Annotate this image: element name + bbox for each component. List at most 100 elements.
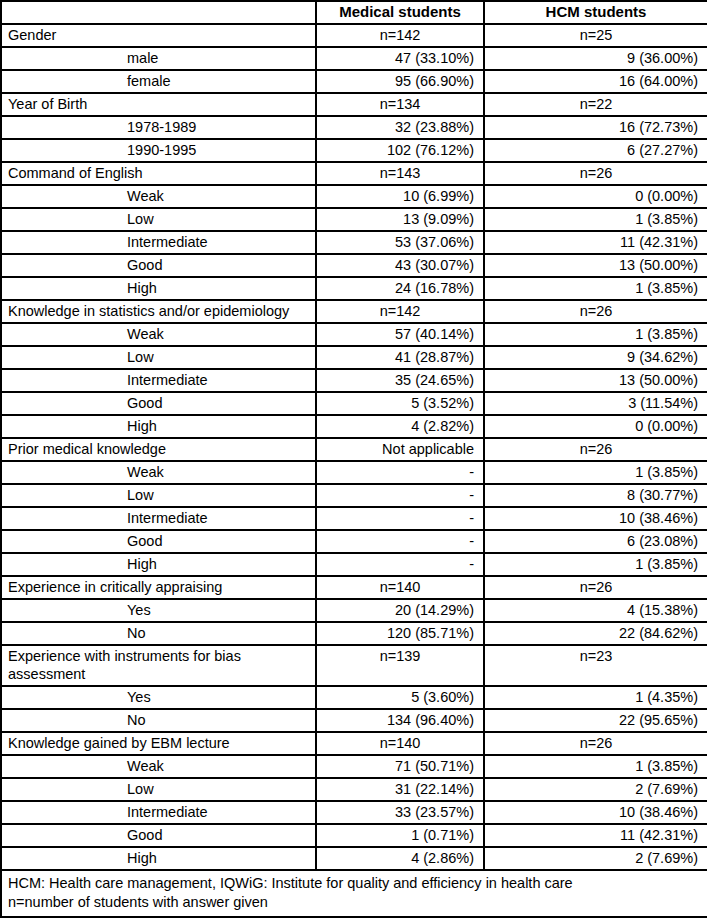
category-row: High4 (2.82%)0 (0.00%) bbox=[1, 415, 707, 438]
value-cell-hcm: 22 (95.65%) bbox=[484, 709, 707, 732]
value-cell-medical: 47 (33.10%) bbox=[316, 47, 484, 70]
category-row: No120 (85.71%)22 (84.62%) bbox=[1, 622, 707, 645]
category-label-cell: Low bbox=[1, 484, 316, 507]
category-row: Good-6 (23.08%) bbox=[1, 530, 707, 553]
section-row: Prior medical knowledgeNot applicablen=2… bbox=[1, 438, 707, 461]
category-label-cell: High bbox=[1, 553, 316, 576]
value-cell-medical: 33 (23.57%) bbox=[316, 801, 484, 824]
section-count-cell-hcm: n=26 bbox=[484, 576, 707, 599]
footnote-abbreviations: HCM: Health care management, IQWiG: Inst… bbox=[8, 874, 701, 893]
section-label-cell: Command of English bbox=[1, 162, 316, 185]
value-cell-hcm: 1 (3.85%) bbox=[484, 277, 707, 300]
category-label-cell: Good bbox=[1, 254, 316, 277]
section-count-cell-hcm: n=22 bbox=[484, 93, 707, 116]
category-row: Intermediate35 (24.65%)13 (50.00%) bbox=[1, 369, 707, 392]
value-cell-medical: 32 (23.88%) bbox=[316, 116, 484, 139]
value-cell-hcm: 2 (7.69%) bbox=[484, 847, 707, 870]
value-cell-hcm: 0 (0.00%) bbox=[484, 185, 707, 208]
value-cell-medical: 20 (14.29%) bbox=[316, 599, 484, 622]
value-cell-hcm: 1 (3.85%) bbox=[484, 208, 707, 231]
value-cell-hcm: 1 (3.85%) bbox=[484, 755, 707, 778]
category-label-cell: High bbox=[1, 415, 316, 438]
table-body: Gendern=142n=25male47 (33.10%)9 (36.00%)… bbox=[1, 24, 707, 870]
category-label-cell: Good bbox=[1, 392, 316, 415]
value-cell-hcm: 13 (50.00%) bbox=[484, 369, 707, 392]
category-row: High4 (2.86%)2 (7.69%) bbox=[1, 847, 707, 870]
section-count-cell-hcm: n=26 bbox=[484, 732, 707, 755]
section-label-cell: Experience with instruments for bias ass… bbox=[1, 645, 316, 686]
value-cell-hcm: 11 (42.31%) bbox=[484, 824, 707, 847]
value-cell-hcm: 1 (3.85%) bbox=[484, 553, 707, 576]
category-label-cell: Intermediate bbox=[1, 369, 316, 392]
category-row: female95 (66.90%)16 (64.00%) bbox=[1, 70, 707, 93]
value-cell-hcm: 16 (64.00%) bbox=[484, 70, 707, 93]
value-cell-medical: 5 (3.52%) bbox=[316, 392, 484, 415]
category-row: No134 (96.40%)22 (95.65%) bbox=[1, 709, 707, 732]
category-row: Low41 (28.87%)9 (34.62%) bbox=[1, 346, 707, 369]
category-label-cell: Weak bbox=[1, 185, 316, 208]
value-cell-hcm: 9 (36.00%) bbox=[484, 47, 707, 70]
category-label-cell: Yes bbox=[1, 599, 316, 622]
category-row: Good1 (0.71%)11 (42.31%) bbox=[1, 824, 707, 847]
category-label-cell: Good bbox=[1, 530, 316, 553]
category-label-cell: 1990-1995 bbox=[1, 139, 316, 162]
category-label-cell: Weak bbox=[1, 323, 316, 346]
category-row: Weak-1 (3.85%) bbox=[1, 461, 707, 484]
section-row: Experience in critically appraisingn=140… bbox=[1, 576, 707, 599]
category-row: Good43 (30.07%)13 (50.00%) bbox=[1, 254, 707, 277]
category-label-cell: Low bbox=[1, 208, 316, 231]
section-row: Experience with instruments for bias ass… bbox=[1, 645, 707, 686]
section-label-cell: Prior medical knowledge bbox=[1, 438, 316, 461]
section-count-cell-hcm: n=25 bbox=[484, 24, 707, 47]
value-cell-hcm: 1 (4.35%) bbox=[484, 686, 707, 709]
category-row: Intermediate53 (37.06%)11 (42.31%) bbox=[1, 231, 707, 254]
section-count-cell-medical: n=140 bbox=[316, 576, 484, 599]
value-cell-hcm: 8 (30.77%) bbox=[484, 484, 707, 507]
category-row: Yes5 (3.60%)1 (4.35%) bbox=[1, 686, 707, 709]
value-cell-medical: 4 (2.82%) bbox=[316, 415, 484, 438]
category-row: Good5 (3.52%)3 (11.54%) bbox=[1, 392, 707, 415]
header-row: Medical students HCM students bbox=[1, 1, 707, 24]
category-label-cell: Good bbox=[1, 824, 316, 847]
section-count-cell-medical: n=143 bbox=[316, 162, 484, 185]
category-label-cell: High bbox=[1, 277, 316, 300]
value-cell-medical: - bbox=[316, 484, 484, 507]
section-label-cell: Year of Birth bbox=[1, 93, 316, 116]
value-cell-hcm: 11 (42.31%) bbox=[484, 231, 707, 254]
value-cell-hcm: 2 (7.69%) bbox=[484, 778, 707, 801]
value-cell-medical: 1 (0.71%) bbox=[316, 824, 484, 847]
value-cell-hcm: 0 (0.00%) bbox=[484, 415, 707, 438]
category-label-cell: Yes bbox=[1, 686, 316, 709]
category-label-cell: male bbox=[1, 47, 316, 70]
value-cell-hcm: 6 (27.27%) bbox=[484, 139, 707, 162]
value-cell-hcm: 1 (3.85%) bbox=[484, 461, 707, 484]
category-label-cell: Low bbox=[1, 778, 316, 801]
category-label-cell: Weak bbox=[1, 755, 316, 778]
value-cell-medical: 71 (50.71%) bbox=[316, 755, 484, 778]
student-characteristics-table: Medical students HCM students Gendern=14… bbox=[0, 0, 707, 918]
value-cell-medical: 4 (2.86%) bbox=[316, 847, 484, 870]
value-cell-hcm: 6 (23.08%) bbox=[484, 530, 707, 553]
category-row: Weak10 (6.99%)0 (0.00%) bbox=[1, 185, 707, 208]
value-cell-medical: 41 (28.87%) bbox=[316, 346, 484, 369]
value-cell-medical: 134 (96.40%) bbox=[316, 709, 484, 732]
category-label-cell: Intermediate bbox=[1, 507, 316, 530]
value-cell-medical: 31 (22.14%) bbox=[316, 778, 484, 801]
section-count-cell-medical: n=142 bbox=[316, 24, 484, 47]
section-count-cell-hcm: n=26 bbox=[484, 162, 707, 185]
category-row: Weak71 (50.71%)1 (3.85%) bbox=[1, 755, 707, 778]
header-cell-medical-students: Medical students bbox=[316, 1, 484, 24]
category-label-cell: No bbox=[1, 622, 316, 645]
value-cell-medical: 53 (37.06%) bbox=[316, 231, 484, 254]
value-cell-hcm: 10 (38.46%) bbox=[484, 507, 707, 530]
section-count-cell-medical: Not applicable bbox=[316, 438, 484, 461]
category-row: male47 (33.10%)9 (36.00%) bbox=[1, 47, 707, 70]
section-count-cell-medical: n=140 bbox=[316, 732, 484, 755]
section-count-cell-hcm: n=23 bbox=[484, 645, 707, 686]
category-label-cell: 1978-1989 bbox=[1, 116, 316, 139]
value-cell-medical: 24 (16.78%) bbox=[316, 277, 484, 300]
value-cell-medical: - bbox=[316, 461, 484, 484]
footnote-cell: HCM: Health care management, IQWiG: Inst… bbox=[1, 870, 707, 917]
category-row: High-1 (3.85%) bbox=[1, 553, 707, 576]
value-cell-medical: 35 (24.65%) bbox=[316, 369, 484, 392]
